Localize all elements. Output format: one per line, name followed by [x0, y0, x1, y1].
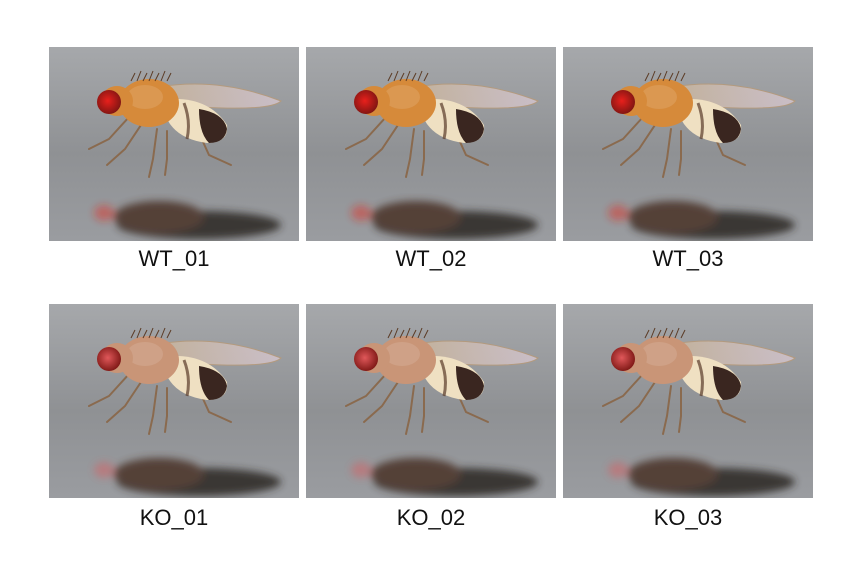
- caption-wt-01: WT_01: [138, 246, 210, 271]
- fly-illustration: [306, 304, 556, 498]
- fly-photo-wt-03: [563, 47, 813, 241]
- fly-illustration: [306, 47, 556, 241]
- fly-eye: [611, 90, 635, 114]
- fly-photo-ko-02: [306, 304, 556, 498]
- fly-legs: [345, 116, 489, 178]
- fly-thorax: [119, 336, 179, 384]
- fly-thorax: [376, 79, 436, 127]
- caption-ko-03: KO_03: [653, 505, 723, 530]
- caption-ko-02: KO_02: [396, 505, 466, 530]
- fly-thorax: [633, 336, 693, 384]
- fly-eye: [97, 90, 121, 114]
- fly-reflection: [608, 201, 795, 239]
- fly-eye: [354, 347, 378, 371]
- fly-eye: [611, 347, 635, 371]
- fly-reflection: [608, 458, 795, 496]
- fly-photo-ko-01: [49, 304, 299, 498]
- fly-illustration: [563, 304, 813, 498]
- fly-legs: [602, 116, 746, 178]
- fly-reflection: [94, 201, 281, 239]
- fly-thorax: [633, 79, 693, 127]
- caption-wt-02: WT_02: [395, 246, 467, 271]
- caption-wt-03: WT_03: [652, 246, 724, 271]
- fly-illustration: [49, 304, 299, 498]
- fly-reflection: [351, 458, 538, 496]
- fly-thorax: [119, 79, 179, 127]
- caption-ko-01: KO_01: [139, 505, 209, 530]
- fly-eye: [354, 90, 378, 114]
- fly-illustration: [563, 47, 813, 241]
- fly-reflection: [94, 458, 281, 496]
- fly-photo-wt-02: [306, 47, 556, 241]
- fly-photo-wt-01: [49, 47, 299, 241]
- fly-thorax: [376, 336, 436, 384]
- fly-illustration: [49, 47, 299, 241]
- fly-legs: [602, 373, 746, 435]
- fly-eye: [97, 347, 121, 371]
- fly-photo-ko-03: [563, 304, 813, 498]
- fly-reflection: [351, 201, 538, 239]
